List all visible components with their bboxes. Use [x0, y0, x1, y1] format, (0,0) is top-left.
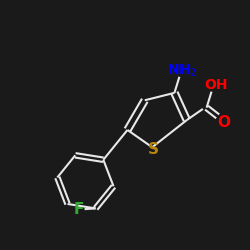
Text: NH$_2$: NH$_2$: [167, 62, 197, 79]
Text: O: O: [218, 115, 230, 130]
Text: S: S: [148, 142, 159, 157]
Text: F: F: [73, 202, 84, 217]
Text: OH: OH: [205, 78, 228, 92]
